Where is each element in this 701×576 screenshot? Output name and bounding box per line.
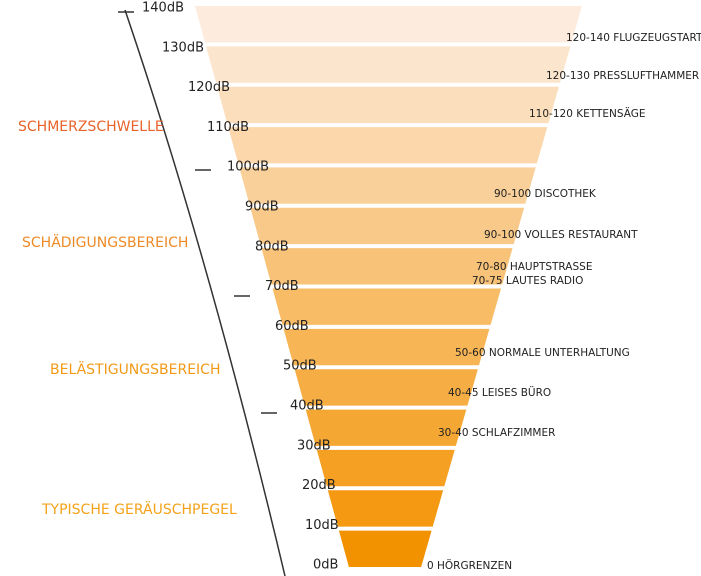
funnel-band <box>294 369 478 406</box>
example-label: 90-100 VOLLES RESTAURANT <box>484 229 638 241</box>
funnel-band <box>195 6 582 43</box>
zone-label: BELÄSTIGUNGSBEREICH <box>50 360 220 378</box>
zone-label: SCHÄDIGUNGSBEREICH <box>22 233 188 251</box>
level-label: 20dB <box>302 478 336 493</box>
level-label: 90dB <box>245 200 279 215</box>
level-label: 70dB <box>265 279 299 294</box>
level-label: 50dB <box>283 359 317 374</box>
funnel <box>195 6 582 567</box>
example-label: 40-45 LEISES BÜRO <box>448 386 551 399</box>
funnel-band <box>217 86 559 124</box>
funnel-band <box>206 46 571 83</box>
level-label: 40dB <box>290 399 324 414</box>
funnel-band <box>327 490 444 527</box>
funnel-band <box>305 409 467 446</box>
example-label: 110-120 KETTENSÄGE <box>529 107 646 120</box>
funnel-band <box>316 449 455 487</box>
example-label: 50-60 NORMALE UNTERHALTUNG <box>455 347 630 359</box>
funnel-band <box>228 127 548 164</box>
example-label: 70-75 LAUTES RADIO <box>472 275 583 287</box>
zone-label: SCHMERZSCHWELLE <box>18 119 164 135</box>
funnel-band <box>261 248 513 285</box>
level-label: 130dB <box>162 40 204 55</box>
level-label: 0dB <box>313 558 338 573</box>
example-label: 120-140 FLUGZEUGSTART <box>566 32 701 44</box>
scale-curve <box>124 9 286 576</box>
level-label: 10dB <box>305 518 339 533</box>
example-label: 90-100 DISCOTHEK <box>494 188 597 200</box>
example-label: 30-40 SCHLAFZIMMER <box>438 427 555 439</box>
funnel-band <box>338 530 432 567</box>
zone-label: TYPISCHE GERÄUSCHPEGEL <box>41 500 237 518</box>
level-label: 80dB <box>255 239 289 254</box>
level-label: 120dB <box>188 80 230 95</box>
funnel-band <box>283 328 490 366</box>
level-label: 30dB <box>297 438 331 453</box>
example-label: 120-130 PRESSLUFTHAMMER <box>546 70 699 82</box>
level-label: 60dB <box>275 319 309 334</box>
level-label: 140dB <box>142 1 184 16</box>
example-label: 0 HÖRGRENZEN <box>427 559 512 572</box>
level-label: 100dB <box>227 160 269 175</box>
example-label: 70-80 HAUPTSTRASSE <box>476 261 592 273</box>
level-label: 110dB <box>207 120 249 135</box>
funnel-band <box>239 167 536 204</box>
funnel-band <box>250 207 525 245</box>
funnel-band <box>272 288 501 325</box>
